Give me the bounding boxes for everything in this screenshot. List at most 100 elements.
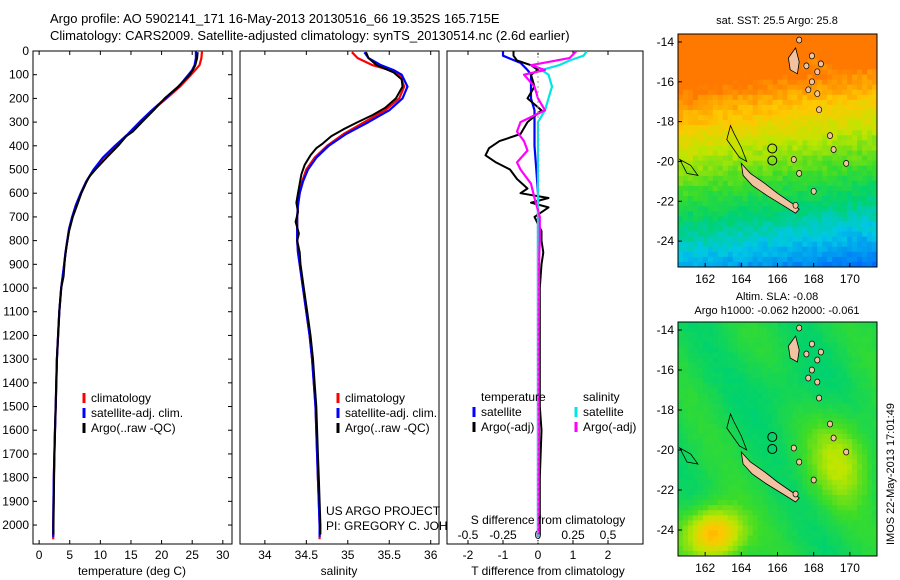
heatmap-cell [802,449,808,455]
heatmap-cell [722,530,729,537]
heatmap-cell [747,418,754,425]
heatmap-cell [722,99,729,106]
heatmap-cell [842,231,848,238]
heatmap-cell [737,84,744,91]
heatmap-cell [767,79,774,86]
heatmap-cell [842,505,848,511]
heatmap-cell [792,500,798,506]
heatmap-cell [678,84,684,91]
heatmap-cell [752,489,759,496]
heatmap-cell [742,150,749,157]
heatmap-cell [712,525,719,532]
heatmap-cell [872,327,877,333]
heatmap-cell [692,216,699,223]
heatmap-cell [792,39,798,45]
heatmap-cell [717,185,724,192]
heatmap-cell [852,342,858,349]
heatmap-cell [807,251,813,258]
heatmap-cell [727,231,734,238]
heatmap-cell [752,484,759,491]
x-tick-label: 0 [535,548,542,562]
heatmap-cell [807,449,813,455]
heatmap-cell [867,251,873,258]
heatmap-cell [687,469,694,476]
heatmap-cell [762,130,769,136]
heatmap-cell [742,372,749,379]
heatmap-cell [678,104,684,111]
heatmap-cell [747,500,754,506]
heatmap-cell [687,342,694,349]
heatmap-cell [847,241,853,248]
heatmap-cell [727,206,734,212]
heatmap-cell [737,423,744,430]
heatmap-cell [862,109,868,116]
heatmap-cell [857,196,863,202]
heatmap-cell [862,459,868,466]
heatmap-cell [837,484,843,491]
heatmap-cell [712,49,719,55]
heatmap-cell [727,170,734,177]
heatmap-cell [772,130,779,136]
heatmap-cell [792,362,798,369]
heatmap-cell [757,74,764,81]
heatmap-cell [687,535,694,542]
heatmap-cell [712,191,719,197]
heatmap-cell [712,459,719,466]
heatmap-cell [712,367,719,374]
heatmap-cell [762,251,769,258]
heatmap-cell [742,251,749,258]
heatmap-cell [827,337,833,343]
heatmap-cell [797,383,803,389]
heatmap-cell [837,327,843,333]
heatmap-cell [832,520,838,527]
heatmap-cell [772,79,779,86]
heatmap-cell [797,99,803,106]
heatmap-cell [782,322,789,328]
heatmap-cell [787,418,794,425]
heatmap-cell [712,408,719,415]
heatmap-cell [742,383,749,389]
heatmap-cell [792,191,798,197]
heatmap-cell [817,155,823,162]
heatmap-cell [697,403,704,410]
heatmap-cell [692,135,699,141]
heatmap-cell [847,535,853,542]
heatmap-cell [747,206,754,212]
heatmap-cell [762,357,769,364]
heatmap-cell [712,505,719,511]
heatmap-cell [782,241,789,248]
heatmap-cell [762,135,769,141]
heatmap-cell [842,44,848,50]
small-island [810,476,817,484]
heatmap-cell [782,454,789,460]
heatmap-cell [857,535,863,542]
heatmap-cell [787,545,794,552]
heatmap-cell [712,484,719,491]
heatmap-cell [832,185,838,192]
heatmap-cell [697,64,704,71]
heatmap-cell [807,484,813,491]
heatmap-cell [812,362,818,369]
heatmap-cell [797,337,803,343]
heatmap-cell [678,464,684,471]
heatmap-cell [832,418,838,425]
heatmap-cell [777,160,784,167]
heatmap-cell [772,423,779,430]
heatmap-cell [872,196,877,202]
heatmap-cell [832,89,838,96]
heatmap-cell [872,49,877,55]
heatmap-cell [797,49,803,55]
heatmap-cell [697,535,704,542]
heatmap-cell [792,484,798,491]
heatmap-cell [747,505,754,511]
heatmap-cell [827,439,833,445]
heatmap-cell [757,408,764,415]
heatmap-cell [827,322,833,328]
heatmap-cell [857,367,863,374]
heatmap-cell [857,403,863,410]
heatmap-cell [767,464,774,471]
x-tick-label: -1 [498,548,509,562]
heatmap-cell [687,256,694,263]
heatmap-cell [702,115,709,121]
heatmap-cell [687,241,694,248]
